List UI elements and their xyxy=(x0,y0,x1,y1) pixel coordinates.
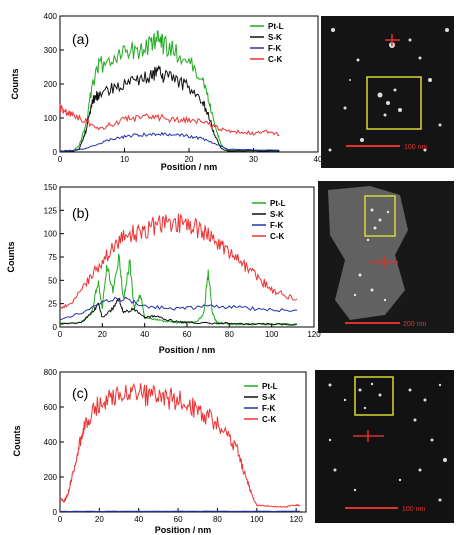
y-axis-label: Counts xyxy=(6,242,16,273)
legend-label: S-K xyxy=(262,393,276,402)
series-group xyxy=(59,382,301,513)
y-tick-label: 600 xyxy=(44,403,58,412)
nanoparticle-specks xyxy=(328,382,447,502)
x-tick-label: 40 xyxy=(134,515,143,524)
y-tick-label: 75 xyxy=(48,253,57,262)
nanoparticle-specks xyxy=(353,208,390,302)
legend-label: S-K xyxy=(268,33,282,42)
x-axis-label: Position / nm xyxy=(161,162,218,172)
series-group xyxy=(59,213,298,326)
x-tick-label: 30 xyxy=(249,155,258,164)
panel-label: (a) xyxy=(72,31,89,47)
legend-label: C-K xyxy=(268,55,282,64)
image-background xyxy=(321,16,454,168)
x-axis-label: Position / nm xyxy=(155,525,212,535)
x-tick-label: 80 xyxy=(213,515,222,524)
legend-label: F-K xyxy=(270,221,284,230)
x-tick-label: 40 xyxy=(314,155,323,164)
series-line-f-k xyxy=(59,131,280,152)
panel-b: (b) Counts Position / nm 0 20 40 60 80 100 120… xyxy=(6,183,321,355)
particle-cluster xyxy=(328,186,408,320)
y-tick-label: 0 xyxy=(53,148,58,157)
x-tick-label: 60 xyxy=(174,515,183,524)
y-tick-label: 200 xyxy=(44,80,58,89)
x-tick-label: 20 xyxy=(98,330,107,339)
series-line-f-k xyxy=(59,296,298,321)
y-tick-label: 100 xyxy=(44,230,58,239)
series-line-s-k xyxy=(59,65,280,153)
legend-label: C-K xyxy=(262,415,276,424)
x-tick-label: 0 xyxy=(58,155,63,164)
series-line-c-k xyxy=(59,103,280,137)
y-tick-label: 150 xyxy=(44,183,58,192)
legend-label: C-K xyxy=(270,232,284,241)
axis-ticks: 0 20 40 60 80 100 120 0 25 50 75 100 125 150 xyxy=(44,183,322,339)
y-axis-label: Counts xyxy=(12,426,22,457)
legend-label: F-K xyxy=(268,44,282,53)
image-background xyxy=(315,370,454,523)
x-tick-label: 100 xyxy=(265,330,279,339)
y-tick-label: 400 xyxy=(44,12,58,21)
legend-label: Pt-L xyxy=(270,199,286,208)
series-line-c-k xyxy=(59,382,301,508)
y-tick-label: 125 xyxy=(44,206,58,215)
x-tick-label: 0 xyxy=(58,515,63,524)
plot-frame xyxy=(59,186,315,328)
panel-label: (b) xyxy=(72,205,89,221)
x-tick-label: 120 xyxy=(307,330,321,339)
x-tick-label: 100 xyxy=(250,515,264,524)
x-tick-label: 80 xyxy=(225,330,234,339)
scalebar-label: 100 nm xyxy=(404,144,428,151)
scalebar-label: 200 nm xyxy=(403,321,427,328)
scalebar-label: 100 nm xyxy=(402,506,426,513)
x-tick-label: 120 xyxy=(289,515,303,524)
legend-label: Pt-L xyxy=(268,22,284,31)
legend-label: Pt-L xyxy=(262,382,278,391)
tem-image-c: 100 nm xyxy=(315,370,454,523)
panel-c: (c) Counts Position / nm 0 20 40 60 80 100 120… xyxy=(12,368,307,535)
x-axis-label: Position / nm xyxy=(159,345,216,355)
series-line-c-k xyxy=(60,213,298,310)
axis-ticks: 0 20 40 60 80 100 120 0 200 400 600 800 xyxy=(44,368,304,524)
legend-label: S-K xyxy=(270,210,284,219)
nanoparticle-specks xyxy=(328,28,449,152)
x-tick-label: 20 xyxy=(185,155,194,164)
y-tick-label: 25 xyxy=(48,300,57,309)
series-line-s-k xyxy=(59,297,298,326)
panel-a: (a) Counts Position / nm 0 10 20 30 40010020… xyxy=(10,12,323,172)
y-tick-label: 300 xyxy=(44,46,58,55)
x-tick-label: 10 xyxy=(120,155,129,164)
y-tick-label: 800 xyxy=(44,368,58,377)
y-tick-label: 100 xyxy=(44,114,58,123)
x-tick-label: 0 xyxy=(58,330,63,339)
series-line-pt-l xyxy=(59,253,298,326)
tem-image-b: 200 nm xyxy=(318,181,454,333)
y-tick-label: 400 xyxy=(44,438,58,447)
y-axis-label: Counts xyxy=(10,69,20,100)
panel-label: (c) xyxy=(72,385,88,401)
legend: Pt-L S-K F-K C-K xyxy=(244,382,278,424)
y-tick-label: 0 xyxy=(53,508,58,517)
y-tick-label: 0 xyxy=(53,323,58,332)
y-tick-label: 200 xyxy=(44,473,58,482)
x-tick-label: 40 xyxy=(140,330,149,339)
tem-image-a: 100 nm xyxy=(321,16,454,168)
legend-label: F-K xyxy=(262,404,276,413)
series-group xyxy=(59,30,280,153)
selection-frame xyxy=(354,376,394,416)
legend: Pt-L S-K F-K C-K xyxy=(252,199,286,241)
legend: Pt-L S-K F-K C-K xyxy=(250,22,284,64)
x-tick-label: 60 xyxy=(183,330,192,339)
selection-frame xyxy=(366,76,422,130)
selection-frame xyxy=(364,195,396,237)
y-tick-label: 50 xyxy=(48,276,57,285)
x-tick-label: 20 xyxy=(95,515,104,524)
